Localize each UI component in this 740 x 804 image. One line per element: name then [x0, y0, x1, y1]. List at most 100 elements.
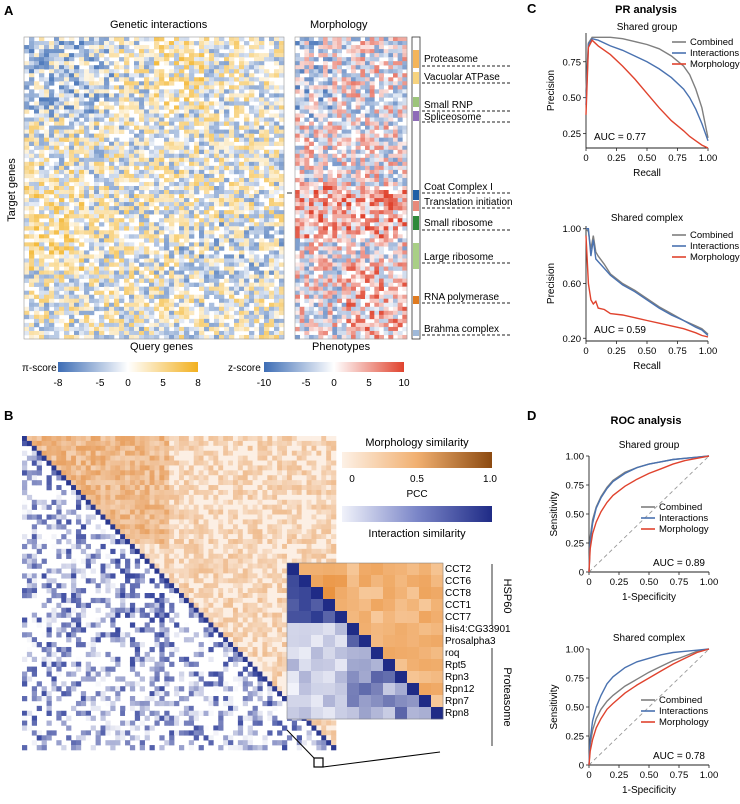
- legend-label: Interactions: [690, 48, 739, 59]
- y-tick-label: 0.50: [566, 703, 585, 714]
- zoom-gene-label: CCT6: [445, 576, 472, 587]
- morph-title: Morphology: [310, 19, 368, 31]
- legend-tick-label: -5: [96, 378, 105, 389]
- complex-color-block: [413, 72, 419, 84]
- x-tick-label: 0: [586, 577, 591, 588]
- legend-label: Morphology: [690, 252, 740, 263]
- x-tick-label: 0.75: [670, 577, 689, 588]
- y-tick-label: 1.00: [566, 645, 585, 656]
- x-tick-label: 0.25: [607, 346, 626, 357]
- series-line-morphology: [588, 455, 710, 573]
- x-tick-label: 0: [583, 153, 588, 164]
- y-tick-label: 0.60: [563, 279, 582, 290]
- x-tick-label: 0.75: [668, 153, 687, 164]
- legend-label: Interactions: [659, 706, 708, 717]
- zoom-gene-label: CCT8: [445, 588, 472, 599]
- x-tick-label: 0.50: [640, 770, 659, 781]
- complex-label: Vacuolar ATPase: [424, 72, 500, 83]
- x-axis-label: Recall: [633, 168, 661, 179]
- legend-label: Morphology: [690, 59, 740, 70]
- target-genes-label: Target genes: [6, 158, 18, 222]
- chart-title: Shared group: [619, 440, 680, 451]
- x-tick-label: 1.00: [700, 577, 719, 588]
- legend-label: Morphology: [659, 717, 709, 728]
- x-axis-label: Recall: [633, 361, 661, 372]
- x-tick-label: 0.50: [640, 577, 659, 588]
- legend-tick-label: -10: [257, 378, 272, 389]
- x-tick-label: 1.00: [699, 153, 718, 164]
- complex-label: Large ribosome: [424, 252, 494, 263]
- morphology-similarity-legend: Morphology similarity 0 0.5 1.0 PCC: [342, 437, 497, 500]
- complex-color-block: [413, 111, 419, 121]
- phenotypes-label: Phenotypes: [312, 341, 371, 353]
- y-tick-label: 0.50: [563, 93, 582, 104]
- chart-title: Shared group: [617, 22, 678, 33]
- zoom-gene-labels: CCT2CCT6CCT8CCT1CCT7His4:CG33901Prosalph…: [445, 564, 511, 719]
- zoom-gene-label: Rpn8: [445, 708, 469, 719]
- y-tick-label: 1.00: [566, 452, 585, 463]
- zoom-gene-label: Rpn7: [445, 696, 469, 707]
- zoom-gene-label: Prosalpha3: [445, 636, 496, 647]
- zoom-gene-label: Rpt5: [445, 660, 467, 671]
- legend-label: Interactions: [659, 513, 708, 524]
- panel-letter-d: D: [527, 408, 536, 423]
- zoom-gene-label: roq: [445, 648, 459, 659]
- x-tick-label: 0.25: [607, 153, 626, 164]
- pi-score-legend: π-score -8 -5 0 5 8: [22, 362, 201, 389]
- complex-label: Proteasome: [424, 54, 478, 65]
- complex-label: Coat Complex I: [424, 182, 493, 193]
- panel-b: B Morphology similarity 0 0.5 1.0 PCC In…: [4, 408, 513, 768]
- panel-letter-a: A: [4, 3, 14, 18]
- z-score-title: z-score: [228, 363, 261, 374]
- chart-roc-complex: Shared complex 0 0.25 0.50 0.75 1.00 0 0.25 0.50…: [549, 633, 718, 796]
- series-line-combined: [585, 36, 709, 139]
- legend-label: Combined: [659, 695, 702, 706]
- interaction-similarity-legend: Interaction similarity: [342, 506, 492, 540]
- chart-title: Shared complex: [613, 633, 685, 644]
- legend-tick-label: 0: [125, 378, 131, 389]
- y-tick-label: 0: [579, 568, 584, 579]
- y-axis-label: Sensitivity: [549, 491, 560, 536]
- series-line-interactions: [588, 455, 710, 573]
- pcc-label: PCC: [406, 489, 427, 500]
- y-tick-label: 0.50: [566, 510, 585, 521]
- series-line-interactions: [585, 37, 709, 142]
- complex-annotation-bar: [411, 36, 421, 340]
- similarity-matrix: [22, 436, 337, 751]
- pcc-tick-1: 1.0: [483, 474, 497, 485]
- y-tick-label: 0: [579, 761, 584, 772]
- x-axis-label: 1-Specificity: [622, 592, 676, 603]
- x-tick-label: 0.25: [610, 770, 629, 781]
- legend-label: Morphology: [659, 524, 709, 535]
- x-axis-label: 1-Specificity: [622, 785, 676, 796]
- y-tick-label: 0.75: [566, 481, 585, 492]
- complex-color-block: [413, 97, 419, 107]
- complex-color-block: [413, 201, 419, 211]
- zoom-gene-label: His4:CG33901: [445, 624, 511, 635]
- series-line-combined: [588, 648, 710, 766]
- panel-a: A Genetic interactions Morphology Target…: [4, 3, 513, 389]
- x-tick-label: 1.00: [700, 770, 719, 781]
- y-tick-label: 0.20: [563, 334, 582, 345]
- auc-label: AUC = 0.59: [594, 325, 646, 336]
- series-line-morphology: [588, 648, 710, 766]
- legend-tick-label: 5: [366, 378, 372, 389]
- panel-letter-c: C: [527, 1, 537, 16]
- x-tick-label: 0.75: [668, 346, 687, 357]
- series-line-interactions: [586, 227, 709, 337]
- gi-heatmap: [24, 37, 285, 340]
- complex-color-block: [413, 243, 419, 269]
- y-axis-label: Sensitivity: [549, 684, 560, 729]
- legend-label: Combined: [690, 37, 733, 48]
- y-tick-label: 0.25: [563, 129, 582, 140]
- x-tick-label: 0.50: [638, 346, 657, 357]
- complex-color-block: [413, 296, 419, 304]
- complex-color-block: [413, 190, 419, 200]
- query-genes-label: Query genes: [130, 341, 193, 353]
- legend-label: Interactions: [690, 241, 739, 252]
- x-tick-label: 0: [586, 770, 591, 781]
- series-line-morphology: [585, 39, 709, 149]
- y-tick-label: 1.00: [563, 224, 582, 235]
- legend-tick-label: 10: [398, 378, 410, 389]
